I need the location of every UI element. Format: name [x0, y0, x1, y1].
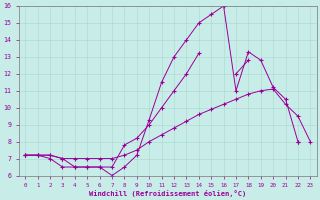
- X-axis label: Windchill (Refroidissement éolien,°C): Windchill (Refroidissement éolien,°C): [89, 190, 246, 197]
